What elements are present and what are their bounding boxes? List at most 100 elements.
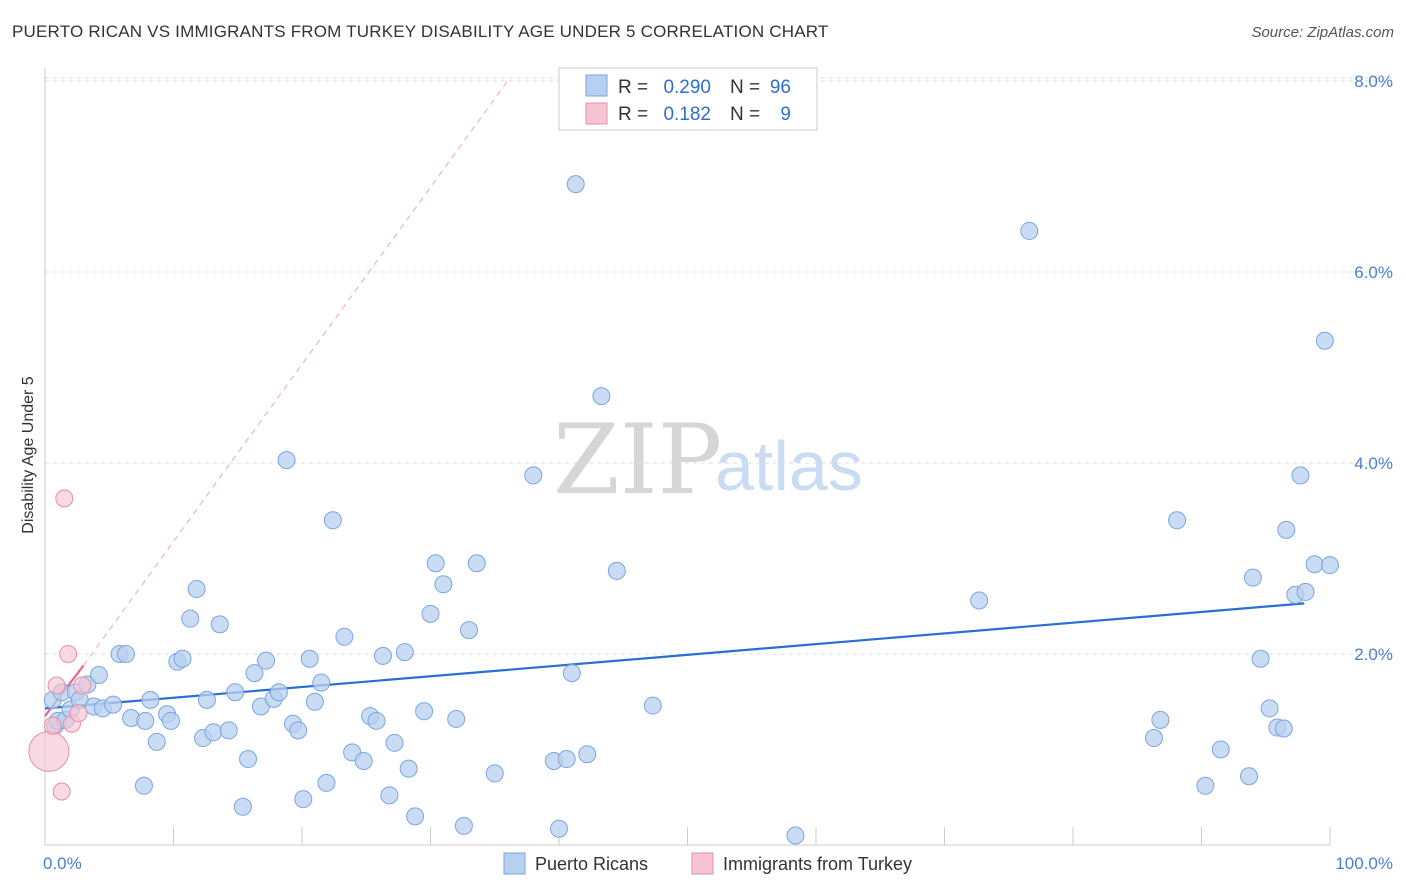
data-point-puerto-ricans-29 bbox=[210, 615, 229, 634]
data-point-puerto-ricans-89 bbox=[1260, 699, 1279, 718]
data-point-puerto-ricans-32 bbox=[233, 797, 252, 816]
legend-r-value-1: 0.290 bbox=[663, 77, 711, 98]
correlation-legend: R = 0.290 N = 96 R = 0.182 N = 9 bbox=[558, 67, 818, 131]
y-tick-label-0: 2.0% bbox=[1354, 645, 1393, 664]
data-point-puerto-ricans-23 bbox=[173, 649, 192, 668]
bottom-legend-swatch-pink bbox=[691, 852, 714, 875]
data-point-puerto-ricans-28 bbox=[204, 723, 223, 742]
data-point-puerto-ricans-62 bbox=[434, 575, 453, 594]
data-point-turkey-2 bbox=[47, 676, 66, 695]
data-point-puerto-ricans-27 bbox=[197, 690, 216, 709]
data-point-puerto-ricans-87 bbox=[1243, 568, 1262, 587]
data-point-puerto-ricans-43 bbox=[300, 649, 319, 668]
data-point-turkey-1 bbox=[43, 716, 62, 735]
data-point-puerto-ricans-88 bbox=[1251, 649, 1270, 668]
x-tick-label-min: 0.0% bbox=[43, 854, 82, 873]
data-point-puerto-ricans-61 bbox=[426, 554, 445, 573]
data-point-puerto-ricans-57 bbox=[399, 759, 418, 778]
data-point-puerto-ricans-79 bbox=[970, 591, 989, 610]
data-point-puerto-ricans-71 bbox=[557, 750, 576, 769]
data-point-turkey-8 bbox=[73, 676, 92, 695]
data-point-puerto-ricans-95 bbox=[1296, 582, 1315, 601]
data-point-turkey-0 bbox=[28, 730, 70, 772]
series-immigrants-from-turkey bbox=[28, 489, 92, 801]
data-point-puerto-ricans-48 bbox=[335, 627, 354, 646]
y-tick-label-1: 4.0% bbox=[1354, 454, 1393, 473]
data-point-puerto-ricans-38 bbox=[269, 683, 288, 702]
series-legend: Puerto Ricans Immigrants from Turkey bbox=[503, 852, 912, 875]
data-point-puerto-ricans-17 bbox=[136, 711, 155, 730]
data-point-puerto-ricans-60 bbox=[421, 604, 440, 623]
bottom-legend-swatch-blue bbox=[503, 852, 526, 875]
data-point-puerto-ricans-39 bbox=[277, 451, 296, 470]
data-point-turkey-5 bbox=[59, 645, 78, 663]
data-point-turkey-7 bbox=[69, 704, 88, 723]
data-point-puerto-ricans-47 bbox=[323, 511, 342, 530]
data-point-puerto-ricans-97 bbox=[1315, 331, 1334, 350]
data-point-puerto-ricans-67 bbox=[485, 764, 504, 783]
data-point-puerto-ricans-44 bbox=[305, 692, 324, 711]
legend-n-label-2: N = bbox=[730, 104, 760, 125]
data-point-puerto-ricans-85 bbox=[1211, 740, 1230, 759]
legend-swatch-blue bbox=[585, 74, 608, 97]
grid-lines bbox=[45, 77, 1392, 655]
bottom-legend-label-puerto-ricans: Puerto Ricans bbox=[535, 854, 648, 874]
data-point-puerto-ricans-16 bbox=[134, 776, 153, 795]
legend-r-label-1: R = bbox=[618, 77, 648, 98]
data-point-puerto-ricans-34 bbox=[245, 664, 264, 683]
data-point-puerto-ricans-83 bbox=[1168, 511, 1187, 530]
data-point-puerto-ricans-68 bbox=[524, 466, 543, 485]
data-point-puerto-ricans-54 bbox=[380, 786, 399, 805]
data-point-puerto-ricans-36 bbox=[257, 651, 276, 670]
tick-labels: 2.0% 4.0% 6.0% 8.0% 0.0% 100.0% bbox=[43, 72, 1393, 873]
data-point-puerto-ricans-73 bbox=[566, 175, 585, 194]
data-point-puerto-ricans-74 bbox=[578, 745, 597, 764]
data-point-puerto-ricans-50 bbox=[354, 751, 373, 770]
data-point-puerto-ricans-96 bbox=[1305, 555, 1324, 574]
data-point-puerto-ricans-52 bbox=[367, 711, 386, 730]
legend-r-value-2: 0.182 bbox=[663, 104, 711, 125]
data-point-puerto-ricans-94 bbox=[1291, 466, 1310, 485]
data-point-puerto-ricans-45 bbox=[312, 673, 331, 692]
series-puerto-ricans bbox=[43, 175, 1339, 845]
data-point-puerto-ricans-42 bbox=[294, 790, 313, 809]
data-point-puerto-ricans-64 bbox=[454, 816, 473, 835]
data-point-puerto-ricans-18 bbox=[141, 690, 160, 709]
data-point-puerto-ricans-75 bbox=[592, 387, 611, 406]
data-point-puerto-ricans-55 bbox=[385, 733, 404, 752]
legend-r-label-2: R = bbox=[618, 104, 648, 125]
data-point-puerto-ricans-46 bbox=[317, 773, 336, 792]
legend-n-value-2: 9 bbox=[780, 104, 791, 125]
data-point-puerto-ricans-19 bbox=[147, 732, 166, 751]
trend-line-puerto-ricans bbox=[44, 602, 1305, 710]
trend-lines bbox=[44, 80, 1305, 717]
y-tick-label-2: 6.0% bbox=[1354, 263, 1393, 282]
data-point-puerto-ricans-24 bbox=[181, 609, 200, 628]
data-point-puerto-ricans-56 bbox=[395, 643, 414, 662]
data-point-puerto-ricans-92 bbox=[1277, 520, 1296, 539]
data-point-puerto-ricans-72 bbox=[562, 664, 581, 683]
source-credit[interactable]: Source: ZipAtlas.com bbox=[1251, 24, 1394, 41]
legend-n-label-1: N = bbox=[730, 77, 760, 98]
data-point-puerto-ricans-59 bbox=[415, 702, 434, 721]
data-point-puerto-ricans-66 bbox=[467, 554, 486, 573]
data-point-puerto-ricans-10 bbox=[89, 666, 108, 685]
data-point-puerto-ricans-30 bbox=[219, 721, 238, 740]
data-point-puerto-ricans-63 bbox=[447, 709, 466, 728]
data-point-puerto-ricans-33 bbox=[239, 750, 258, 769]
data-point-puerto-ricans-14 bbox=[116, 645, 135, 663]
data-point-puerto-ricans-80 bbox=[1020, 221, 1039, 240]
data-point-puerto-ricans-21 bbox=[161, 711, 180, 730]
data-point-puerto-ricans-82 bbox=[1151, 710, 1170, 729]
data-point-puerto-ricans-77 bbox=[643, 696, 662, 715]
data-point-puerto-ricans-86 bbox=[1240, 767, 1259, 786]
data-point-puerto-ricans-58 bbox=[406, 807, 425, 826]
y-axis-label: Disability Age Under 5 bbox=[20, 376, 37, 534]
data-point-puerto-ricans-91 bbox=[1274, 719, 1293, 738]
data-point-puerto-ricans-98 bbox=[1321, 556, 1339, 575]
data-point-puerto-ricans-12 bbox=[104, 695, 123, 714]
x-tick-label-max: 100.0% bbox=[1335, 854, 1393, 873]
data-point-puerto-ricans-84 bbox=[1196, 776, 1215, 795]
data-point-puerto-ricans-70 bbox=[550, 819, 568, 838]
watermark-zip: ZIP bbox=[553, 404, 722, 516]
